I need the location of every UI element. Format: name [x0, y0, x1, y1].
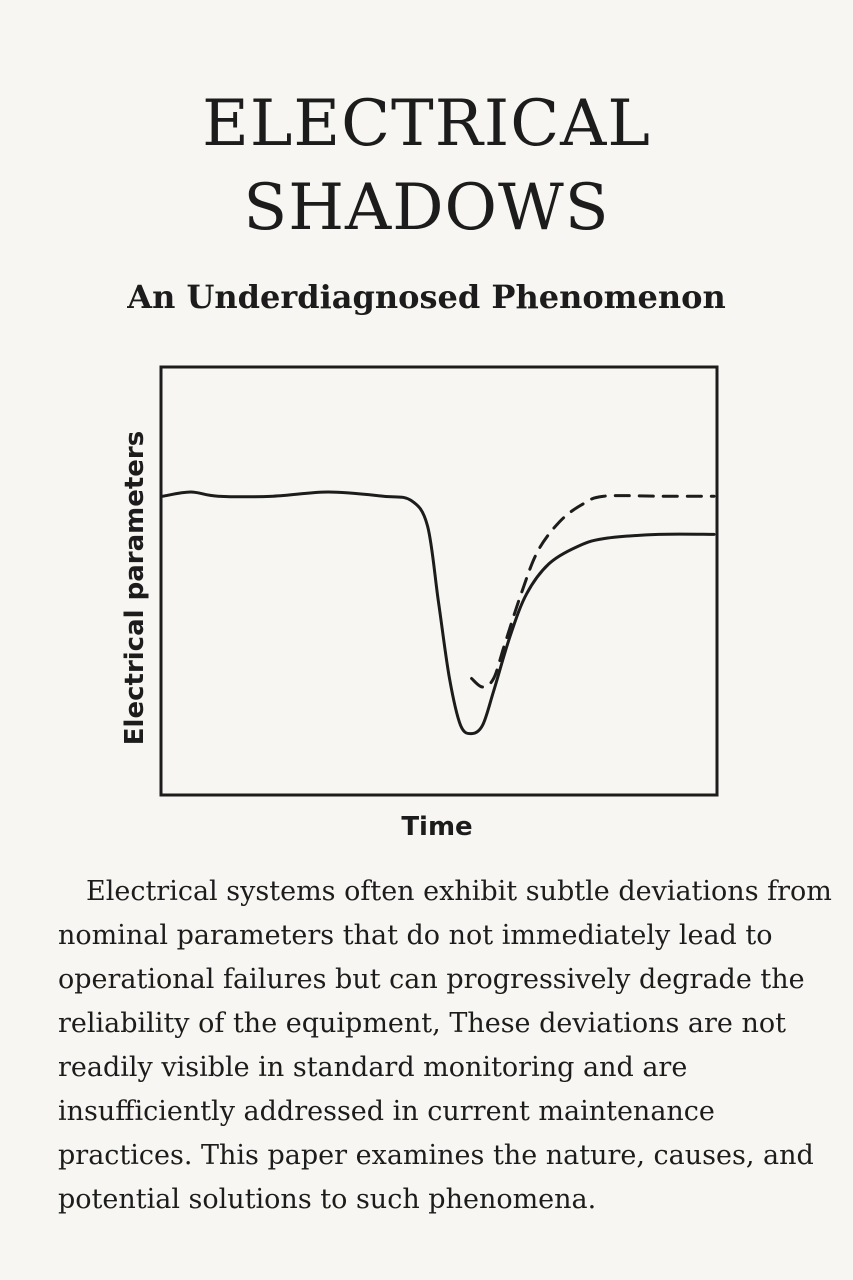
y-axis-label: Electrical parameters	[120, 431, 150, 745]
subtitle: An Underdiagnosed Phenomenon	[127, 278, 726, 316]
dashed-series-line	[470, 494, 716, 689]
figure-chart: Electrical parameters Time	[120, 365, 719, 842]
x-axis-label: Time	[401, 812, 472, 842]
title-line-1: ELECTRICAL	[202, 87, 651, 161]
abstract-paragraph: Electrical systems often exhibit subtle …	[58, 876, 832, 1215]
plot-frame	[159, 365, 719, 797]
title-line-2: SHADOWS	[243, 171, 610, 245]
series-layer	[161, 490, 716, 736]
solid-series-line	[161, 490, 716, 736]
